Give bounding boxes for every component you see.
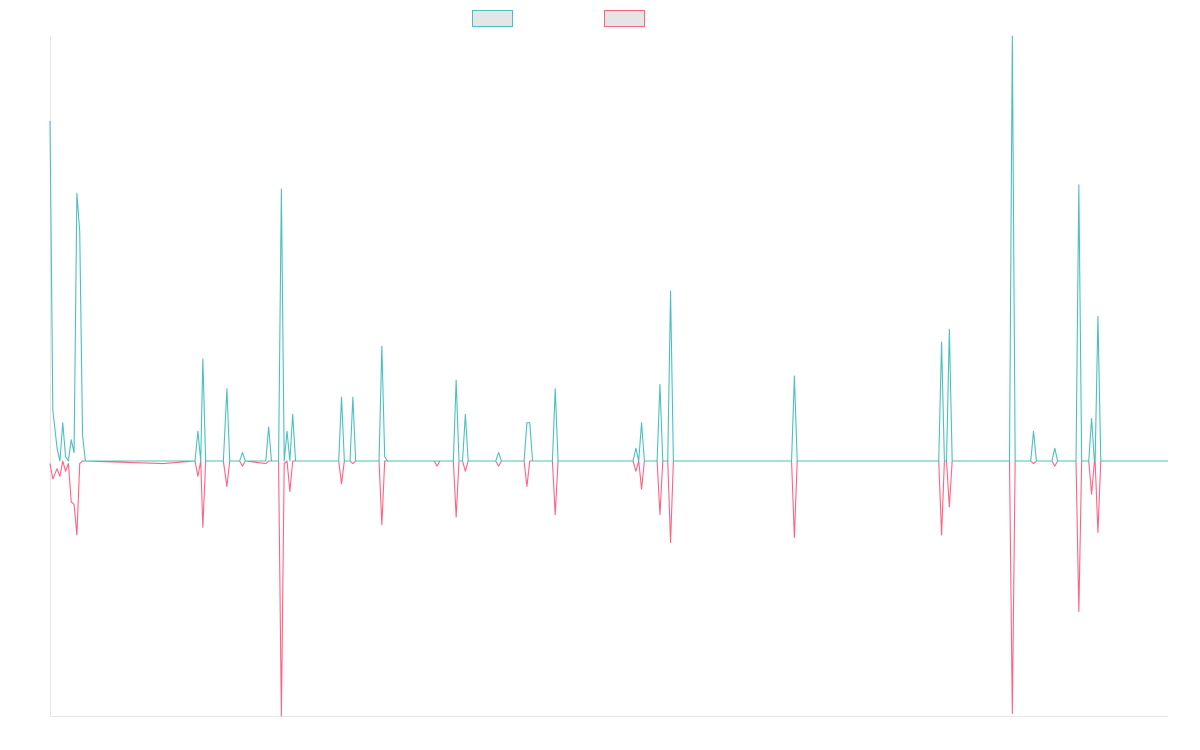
legend-swatch-1[interactable]: [472, 10, 513, 27]
legend[interactable]: [472, 10, 645, 27]
plot-area: [49, 35, 1168, 717]
legend-swatch-2[interactable]: [604, 10, 645, 27]
axes: [50, 36, 1168, 717]
series-line-1: [49, 35, 1168, 462]
series-line-2: [49, 460, 1168, 717]
